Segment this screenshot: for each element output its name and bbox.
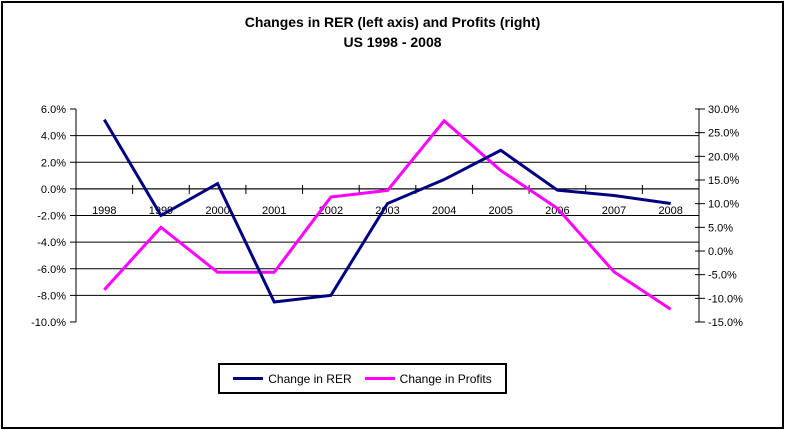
- x-axis-year-label: 1998: [92, 205, 116, 217]
- legend-label-profits: Change in Profits: [399, 371, 492, 386]
- x-axis-year-label: 2001: [262, 205, 286, 217]
- left-axis-tick-label: 4.0%: [41, 131, 66, 143]
- right-axis-tick-label: 5.0%: [708, 222, 733, 234]
- legend-label-rer: Change in RER: [268, 371, 352, 386]
- legend: Change in RER Change in Profits: [218, 363, 507, 394]
- right-axis-tick-label: 20.0%: [708, 151, 739, 163]
- right-axis-tick-label: -10.0%: [708, 293, 743, 305]
- right-axis-tick-label: 15.0%: [708, 175, 739, 187]
- x-axis-year-label: 2005: [489, 205, 513, 217]
- series-line-change-in-rer: [103, 118, 671, 304]
- left-axis-tick-label: -10.0%: [31, 317, 66, 329]
- right-axis-tick-label: 25.0%: [708, 128, 739, 140]
- right-axis-tick-label: 10.0%: [708, 199, 739, 211]
- x-axis-year-label: 2007: [602, 205, 626, 217]
- right-axis-tick-label: 0.0%: [708, 246, 733, 258]
- x-axis-year-label: 2008: [658, 205, 682, 217]
- left-axis-tick-label: 2.0%: [41, 157, 66, 169]
- left-axis-tick-label: -2.0%: [37, 211, 66, 223]
- left-axis-tick-label: -6.0%: [37, 264, 66, 276]
- right-axis-tick-label: 30.0%: [708, 104, 739, 116]
- x-axis-year-label: 2000: [205, 205, 229, 217]
- legend-line-swatch-profits: [364, 377, 395, 380]
- x-axis-year-label: 2004: [432, 205, 456, 217]
- right-axis-tick-label: -15.0%: [708, 317, 743, 329]
- left-axis-tick-label: -8.0%: [37, 290, 66, 302]
- x-axis-year-label: 2002: [319, 205, 343, 217]
- right-axis-tick-label: -5.0%: [708, 270, 737, 282]
- left-axis-tick-label: -4.0%: [37, 237, 66, 249]
- left-axis-tick-label: 6.0%: [41, 104, 66, 116]
- chart-title-line2: US 1998 - 2008: [343, 34, 442, 50]
- series-line-change-in-profits: [103, 118, 672, 311]
- legend-line-swatch-rer: [233, 377, 264, 380]
- chart-title: Changes in RER (left axis) and Profits (…: [0, 12, 785, 52]
- left-axis-tick-label: 0.0%: [41, 184, 66, 196]
- chart-title-line1: Changes in RER (left axis) and Profits (…: [244, 14, 541, 30]
